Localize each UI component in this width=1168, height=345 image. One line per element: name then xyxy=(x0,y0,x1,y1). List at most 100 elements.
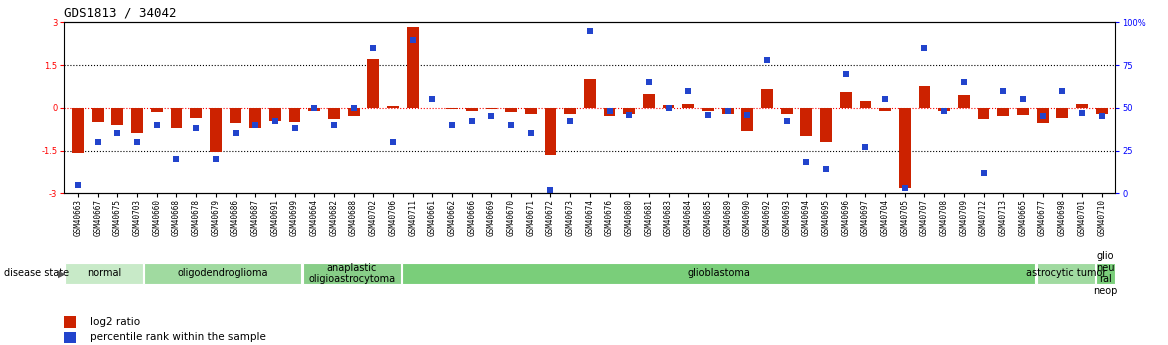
Bar xyxy=(368,59,380,108)
Bar xyxy=(328,108,340,119)
Point xyxy=(856,144,875,150)
Bar xyxy=(860,101,871,108)
Text: percentile rank within the sample: percentile rank within the sample xyxy=(90,332,266,342)
Point xyxy=(403,37,422,42)
Bar xyxy=(958,95,969,108)
Bar xyxy=(584,79,596,108)
Bar xyxy=(111,108,124,125)
Point xyxy=(994,88,1013,93)
Point xyxy=(954,79,973,85)
Point xyxy=(974,170,993,176)
Point xyxy=(364,45,383,51)
Bar xyxy=(1037,108,1049,124)
Point xyxy=(502,122,521,128)
Point xyxy=(679,88,697,93)
Bar xyxy=(131,108,142,134)
Point xyxy=(325,122,343,128)
Bar xyxy=(544,108,556,155)
Bar xyxy=(145,263,301,284)
Point xyxy=(245,122,264,128)
Point xyxy=(207,156,225,162)
Point xyxy=(934,108,953,114)
Point xyxy=(1014,97,1033,102)
Bar xyxy=(171,108,182,128)
Bar xyxy=(780,108,793,114)
Point xyxy=(916,45,934,51)
Point xyxy=(778,119,797,124)
Bar xyxy=(303,263,401,284)
Bar xyxy=(1096,108,1107,114)
Text: ▶: ▶ xyxy=(58,268,65,278)
Bar xyxy=(702,108,714,111)
Text: oligodendroglioma: oligodendroglioma xyxy=(178,268,269,278)
Point xyxy=(265,119,284,124)
Bar xyxy=(840,92,851,108)
Point xyxy=(659,105,677,110)
Bar xyxy=(288,108,300,122)
Point xyxy=(698,112,717,117)
Point xyxy=(896,185,915,191)
Bar xyxy=(524,108,536,114)
Bar xyxy=(682,104,694,108)
Point xyxy=(383,139,402,145)
Point xyxy=(521,131,540,136)
Bar xyxy=(446,108,458,109)
Point xyxy=(758,57,777,63)
Bar xyxy=(938,108,950,111)
Bar xyxy=(269,108,280,121)
Point xyxy=(423,97,442,102)
Bar xyxy=(210,108,222,152)
Text: GDS1813 / 34042: GDS1813 / 34042 xyxy=(64,7,176,20)
Text: glio
neu
ral
neop: glio neu ral neop xyxy=(1093,251,1118,296)
Bar xyxy=(564,108,576,114)
Bar xyxy=(742,108,753,130)
Bar xyxy=(604,108,616,116)
Point xyxy=(640,79,659,85)
Bar xyxy=(406,27,418,108)
Bar xyxy=(1017,108,1029,115)
Bar xyxy=(151,108,162,112)
Bar xyxy=(308,108,320,111)
Bar xyxy=(348,108,360,116)
Bar xyxy=(1056,108,1069,118)
Bar xyxy=(190,108,202,118)
Bar xyxy=(644,93,655,108)
Point xyxy=(482,114,501,119)
Bar xyxy=(486,108,498,109)
Point xyxy=(345,105,363,110)
Text: glioblastoma: glioblastoma xyxy=(687,268,750,278)
Point xyxy=(285,126,304,131)
Bar xyxy=(72,108,84,153)
Point xyxy=(1072,110,1091,116)
Text: disease state: disease state xyxy=(4,268,69,278)
Point xyxy=(797,160,815,165)
Point xyxy=(1092,114,1111,119)
Bar xyxy=(1076,104,1087,108)
Text: normal: normal xyxy=(86,268,121,278)
Point xyxy=(836,71,855,76)
Point xyxy=(600,108,619,114)
Point xyxy=(580,28,599,34)
Point xyxy=(816,167,835,172)
Point xyxy=(89,139,107,145)
Point xyxy=(305,105,324,110)
Point xyxy=(167,156,186,162)
Bar xyxy=(978,108,989,119)
Bar xyxy=(918,87,931,108)
Point xyxy=(147,122,166,128)
Bar xyxy=(1097,263,1114,284)
Bar xyxy=(800,108,812,136)
Point xyxy=(620,112,639,117)
Point xyxy=(463,119,481,124)
Point xyxy=(876,97,895,102)
Point xyxy=(541,187,559,193)
Bar xyxy=(387,106,399,108)
Text: log2 ratio: log2 ratio xyxy=(90,317,140,327)
Point xyxy=(69,182,88,187)
Point xyxy=(1052,88,1071,93)
Point xyxy=(443,122,461,128)
Bar xyxy=(997,108,1009,116)
Point xyxy=(561,119,579,124)
Point xyxy=(738,112,757,117)
Bar xyxy=(722,108,734,114)
